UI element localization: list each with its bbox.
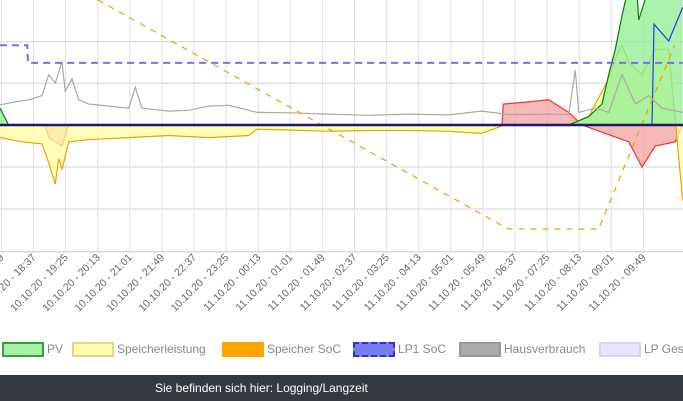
pv-line <box>0 0 646 126</box>
x-tick-label: 11.10.20 - 01:49 <box>266 252 328 314</box>
series-7-line <box>651 7 683 126</box>
x-tick-label: 11.10.20 - 08:13 <box>522 252 584 314</box>
breadcrumb: Sie befinden sich hier: Logging/Langzeit <box>155 381 368 395</box>
legend-swatch <box>72 342 114 357</box>
legend-label: LP Ges <box>644 342 683 356</box>
x-tick-label: 10.10.20 - 19:25 <box>8 252 71 315</box>
legend: PV Speicherleistung Speicher SoC LP1 SoC Hau… <box>0 341 683 357</box>
x-tick-label: 10.10.20 - 20:13 <box>40 252 103 315</box>
legend-label: PV <box>47 342 64 356</box>
x-tick-label: 11.10.20 - 00:13 <box>201 252 263 314</box>
x-tick-label: 10.10.20 - 21:49 <box>104 252 167 315</box>
x-tick-label: 11.10.20 - 05:49 <box>426 252 488 314</box>
x-tick-label: 11.10.20 - 02:37 <box>298 252 360 314</box>
lp1-soc-line <box>0 44 683 64</box>
series-layer <box>0 0 683 230</box>
footer-bar: Sie befinden sich hier: Logging/Langzeit <box>0 375 683 401</box>
series-6-area <box>0 99 683 167</box>
legend-label: Speicher SoC <box>267 342 342 356</box>
legend-swatch <box>222 342 264 357</box>
x-tick-label: 11.10.20 - 07:25 <box>490 252 552 314</box>
legend-swatch <box>459 342 501 357</box>
legend-swatch <box>353 342 395 357</box>
legend-label: Hausverbrauch <box>504 342 586 356</box>
x-tick-label: 11.10.20 - 05:01 <box>394 252 456 314</box>
x-tick-label: 11.10.20 - 09:49 <box>587 252 649 314</box>
legend-label: LP1 SoC <box>398 342 447 356</box>
hausverbrauch-line <box>0 61 683 116</box>
pv-area <box>0 0 683 125</box>
legend-label: Speicherleistung <box>117 342 206 356</box>
x-tick-label: 11.10.20 - 04:13 <box>362 252 424 314</box>
x-tick-label: 11.10.20 - 09:01 <box>554 252 616 314</box>
x-tick-label: 10.10.20 - 21:01 <box>72 252 135 315</box>
x-tick-label: 11.10.20 - 01:01 <box>233 252 295 314</box>
legend-swatch <box>2 342 44 357</box>
x-tick-label: 10.10.20 - 22:37 <box>137 252 200 315</box>
x-tick-label: 11.10.20 - 03:25 <box>330 252 392 314</box>
legend-swatch <box>599 342 641 357</box>
x-tick-label: 10.10.20 - 23:25 <box>169 252 232 315</box>
x-tick-label: 11.10.20 - 06:37 <box>458 252 520 314</box>
